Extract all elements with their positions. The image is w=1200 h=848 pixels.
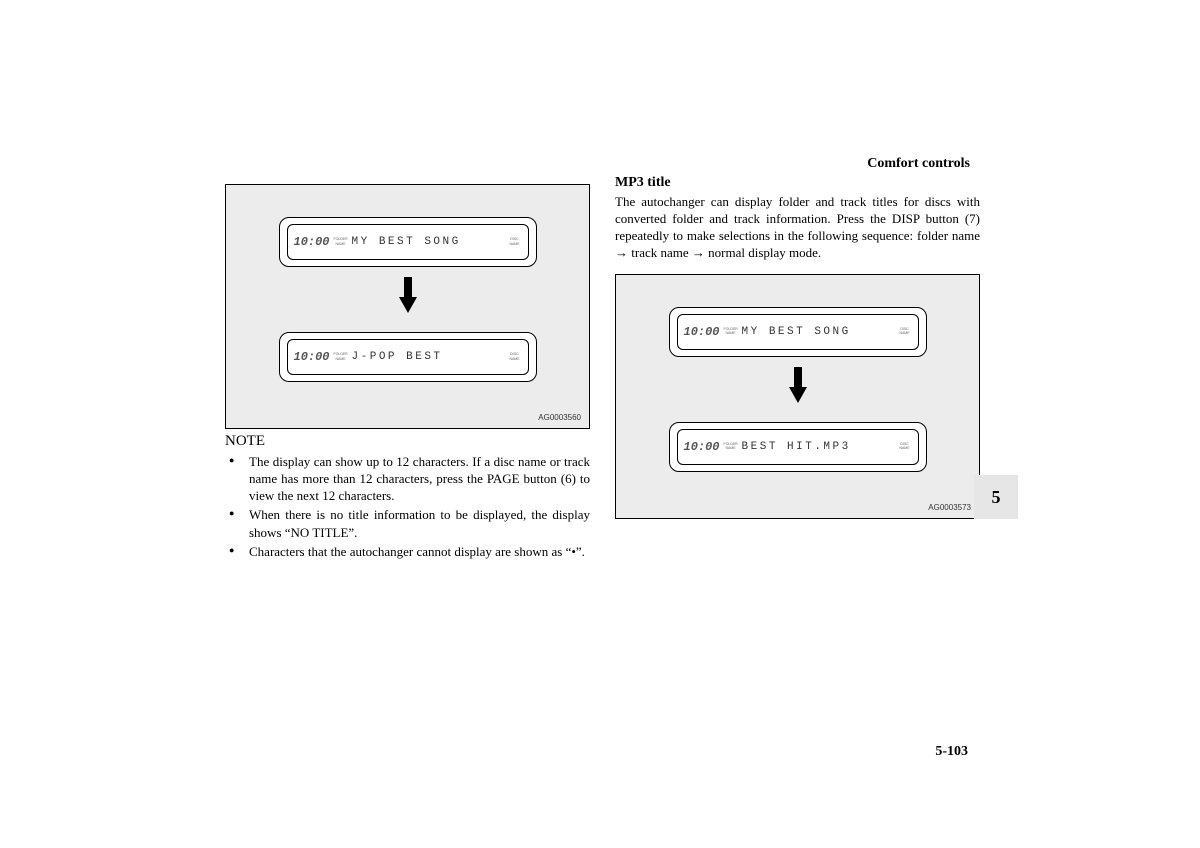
section-title: Comfort controls — [867, 156, 970, 172]
note-heading: NOTE — [225, 433, 590, 450]
end-label-group: DISC NAME — [508, 238, 522, 246]
page-number: 5-103 — [935, 744, 968, 760]
display-text: BEST HIT.MP3 — [742, 441, 851, 453]
display-unit-3: 10:00 FOLDER NAME MY BEST SONG DISC NAME — [669, 307, 927, 357]
display-unit-4: 10:00 FOLDER NAME BEST HIT.MP3 DISC NAME — [669, 422, 927, 472]
mp3-body: The autochanger can display folder and t… — [615, 193, 980, 262]
chapter-tab: 5 — [974, 475, 1018, 519]
display-time: 10:00 — [684, 325, 720, 339]
end-label-group: DISC NAME — [898, 328, 912, 336]
end-label-group: DISC NAME — [508, 353, 522, 361]
tiny-label-group: FOLDER NAME — [724, 443, 738, 451]
note-item: The display can show up to 12 characters… — [245, 453, 590, 504]
arrow-down-icon — [616, 367, 979, 408]
tiny-label-group: FOLDER NAME — [334, 238, 348, 246]
tiny-label-group: FOLDER NAME — [334, 353, 348, 361]
display-text: MY BEST SONG — [352, 236, 461, 248]
end-label-group: DISC NAME — [898, 443, 912, 451]
figure-id: AG0003560 — [538, 413, 581, 422]
display-time: 10:00 — [684, 440, 720, 454]
arrow-down-icon — [226, 277, 589, 318]
display-time: 10:00 — [294, 350, 330, 364]
right-column: MP3 title The autochanger can display fo… — [615, 175, 980, 519]
note-list: The display can show up to 12 characters… — [225, 453, 590, 560]
display-text: J-POP BEST — [352, 351, 443, 363]
figure-right: 10:00 FOLDER NAME MY BEST SONG DISC NAME — [615, 274, 980, 519]
figure-left: 10:00 FOLDER NAME MY BEST SONG DISC NAME — [225, 184, 590, 429]
note-item: Characters that the autochanger cannot d… — [245, 543, 590, 560]
tiny-label-group: FOLDER NAME — [724, 328, 738, 336]
mp3-heading: MP3 title — [615, 175, 980, 191]
figure-id: AG0003573 — [928, 503, 971, 512]
display-unit-1: 10:00 FOLDER NAME MY BEST SONG DISC NAME — [279, 217, 537, 267]
note-item: When there is no title information to be… — [245, 506, 590, 540]
display-time: 10:00 — [294, 235, 330, 249]
left-column: 10:00 FOLDER NAME MY BEST SONG DISC NAME — [225, 184, 590, 562]
manual-page: Comfort controls 10:00 FOLDER NAME MY BE… — [0, 0, 1200, 848]
display-text: MY BEST SONG — [742, 326, 851, 338]
display-unit-2: 10:00 FOLDER NAME J-POP BEST DISC NAME — [279, 332, 537, 382]
